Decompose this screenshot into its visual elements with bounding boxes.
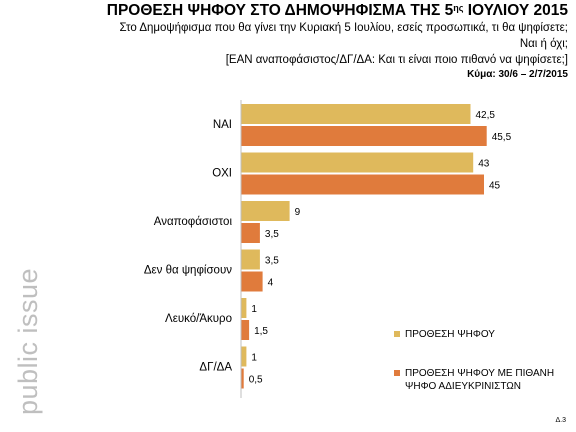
data-label: 3,5 <box>265 256 279 267</box>
category-label: ΝΑΙ <box>213 119 232 131</box>
category-label: Λευκό/Άκυρο <box>165 313 232 325</box>
bar-series-2 <box>241 368 244 389</box>
question-line-2: Ναι ή όχι; <box>519 38 568 50</box>
data-label: 45,5 <box>492 132 512 143</box>
data-label: 3,5 <box>265 229 279 240</box>
bar-series-1 <box>241 249 260 270</box>
chart-title: ΠΡΟΘΕΣΗ ΨΗΦΟΥ ΣΤΟ ΔΗΜΟΨΗΦΙΣΜΑ ΤΗΣ 5ης ΙΟ… <box>107 2 568 20</box>
data-label: 1 <box>251 353 257 364</box>
bar-series-2 <box>241 174 484 195</box>
data-label: 43 <box>478 159 490 170</box>
category-label: Αναποφάσιστοι <box>154 216 233 228</box>
legend-label-series-1: ΠΡΟΘΕΣΗ ΨΗΦΟΥ <box>405 329 495 340</box>
fieldwork-dates: Κύμα: 30/6 – 2/7/2015 <box>467 69 568 80</box>
bar-series-2 <box>241 320 250 340</box>
bar-series-1 <box>241 346 247 367</box>
legend-label-series-2-line-1: ΠΡΟΘΕΣΗ ΨΗΦΟΥ ΜΕ ΠΙΘΑΝΗ <box>405 368 554 379</box>
legend-swatch-series-1 <box>394 331 400 337</box>
data-label: 0,5 <box>249 375 263 386</box>
question-line-1: Στο Δημοψήφισμα που θα γίνει την Κυριακή… <box>119 22 568 34</box>
data-label: 1,5 <box>254 326 268 337</box>
bar-series-1 <box>241 201 290 221</box>
page-number: Δ.3 <box>555 417 566 424</box>
data-label: 9 <box>295 207 301 218</box>
legend-swatch-series-2 <box>394 370 400 376</box>
bar-series-2 <box>241 223 260 243</box>
data-label: 4 <box>268 278 274 289</box>
chart-title-main: ΠΡΟΘΕΣΗ ΨΗΦΟΥ ΣΤΟ ΔΗΜΟΨΗΦΙΣΜΑ ΤΗΣ 5 <box>106 2 454 19</box>
category-label: ΔΓ/ΔΑ <box>199 362 232 374</box>
chart-title-end: ΙΟΥΛΙΟΥ 2015 <box>463 2 568 19</box>
chart-title-superscript: ης <box>453 3 464 13</box>
category-label: Δεν θα ψηφίσουν <box>144 265 232 277</box>
bar-series-2 <box>241 271 263 292</box>
bar-series-1 <box>241 104 471 124</box>
data-label: 1 <box>251 304 257 315</box>
bar-series-1 <box>241 298 247 318</box>
data-label: 45 <box>489 181 501 192</box>
bar-series-1 <box>241 152 474 173</box>
data-label: 42,5 <box>476 110 496 121</box>
question-line-3: [ΕΑΝ αναποφάσιστος/ΔΓ/ΔΑ: Και τι είναι π… <box>225 54 568 66</box>
legend-label-series-2-line-2: ΨΗΦΟ ΑΔΙΕΥΚΡΙΝΙΣΤΩΝ <box>405 381 521 392</box>
bar-series-2 <box>241 126 487 146</box>
category-label: ΟΧΙ <box>212 168 232 180</box>
